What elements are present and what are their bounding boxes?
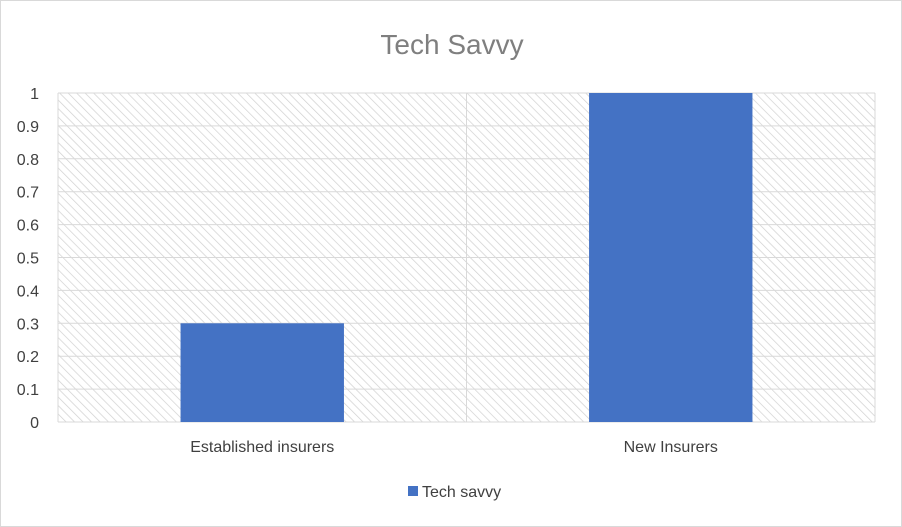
y-tick-label: 0.3: [17, 316, 39, 333]
chart-title: Tech Savvy: [380, 29, 523, 60]
y-tick-label: 0.4: [17, 283, 39, 300]
bar-established-insurers: [180, 323, 344, 422]
y-tick-label: 0.5: [17, 251, 39, 268]
x-axis-labels: Established insurers New Insurers: [190, 439, 718, 456]
x-category-label: New Insurers: [624, 439, 718, 456]
y-tick-label: 0.7: [17, 185, 39, 202]
bars: [180, 93, 753, 422]
y-axis-ticks: 0 0.1 0.2 0.3 0.4 0.5 0.6 0.7 0.8 0.9 1: [17, 86, 39, 432]
y-tick-label: 1: [30, 86, 39, 103]
y-tick-label: 0: [30, 415, 39, 432]
y-tick-label: 0.8: [17, 152, 39, 169]
legend-label: Tech savvy: [422, 484, 501, 501]
bar-new-insurers: [589, 93, 753, 422]
legend-swatch: [408, 486, 418, 496]
x-category-label: Established insurers: [190, 439, 334, 456]
legend: Tech savvy: [408, 484, 501, 501]
y-tick-label: 0.6: [17, 218, 39, 235]
y-tick-label: 0.1: [17, 382, 39, 399]
y-tick-label: 0.9: [17, 119, 39, 136]
y-tick-label: 0.2: [17, 349, 39, 366]
